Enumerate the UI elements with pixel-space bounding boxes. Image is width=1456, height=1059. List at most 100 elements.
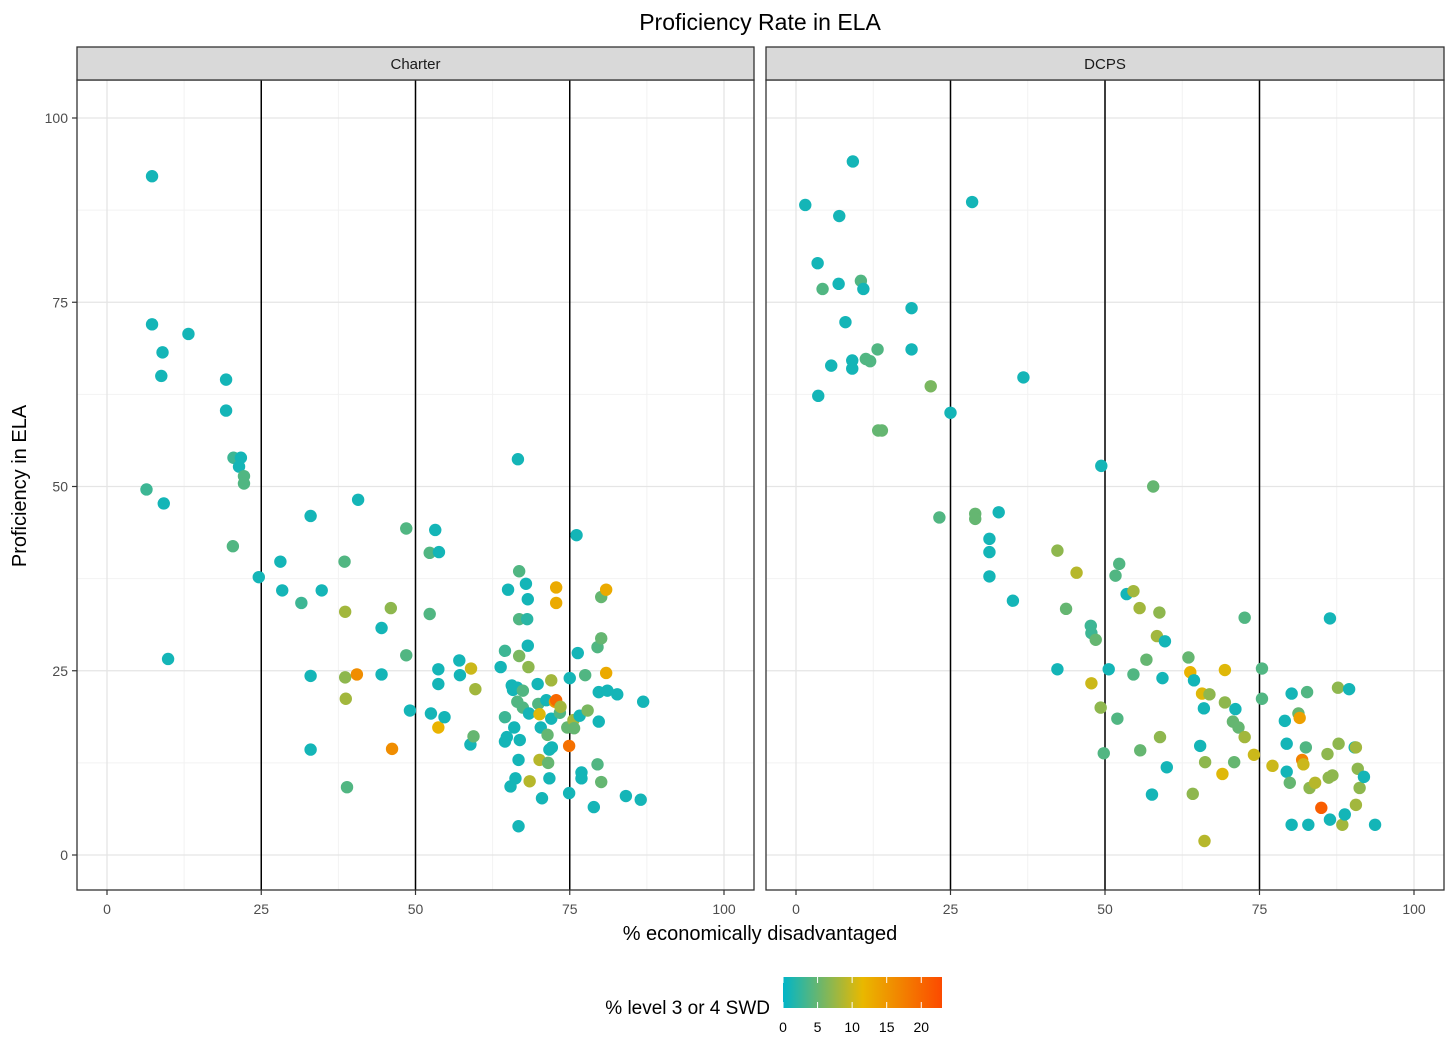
data-point: [983, 570, 996, 583]
data-point: [634, 793, 647, 806]
data-point: [825, 359, 838, 372]
data-point: [182, 327, 195, 341]
data-point: [252, 570, 265, 584]
data-point: [601, 684, 614, 697]
data-point: [1331, 681, 1345, 694]
data-point: [591, 758, 604, 771]
data-point: [1134, 744, 1147, 757]
data-point: [799, 198, 812, 212]
data-point: [498, 710, 512, 724]
x-tick-label: 0: [103, 901, 111, 917]
data-point: [432, 721, 445, 734]
data-point: [1349, 741, 1363, 754]
data-point: [1193, 739, 1207, 753]
data-point: [1085, 677, 1098, 690]
data-point: [1186, 787, 1199, 801]
data-point: [1229, 702, 1242, 716]
data-point: [403, 704, 417, 717]
data-point: [636, 695, 650, 708]
data-point: [295, 596, 308, 610]
data-point: [1147, 480, 1160, 493]
data-point: [1216, 767, 1229, 781]
data-point: [563, 671, 576, 685]
data-point: [375, 621, 388, 635]
data-point: [501, 583, 515, 596]
data-point: [1051, 544, 1064, 557]
data-point: [1283, 776, 1296, 789]
data-point: [375, 668, 388, 681]
panel-charter: Charter 0 25 50 75 100 0 25 50 75 100: [45, 46, 755, 917]
data-point: [581, 704, 594, 717]
data-point: [1153, 730, 1167, 744]
data-point: [385, 742, 399, 756]
facet-strip: [76, 46, 755, 81]
data-point: [522, 660, 535, 674]
data-point: [578, 668, 592, 682]
data-point: [145, 170, 159, 183]
data-point: [1285, 687, 1298, 700]
y-axis-title: Proficiency in ELA: [9, 404, 31, 567]
data-point: [1255, 692, 1269, 705]
data-point: [1357, 770, 1371, 784]
data-point: [423, 607, 436, 621]
y-tick-label: 75: [52, 294, 68, 310]
data-point: [1280, 765, 1293, 778]
data-point: [1113, 557, 1126, 571]
data-point: [1158, 635, 1172, 648]
data-point: [1323, 813, 1337, 826]
data-point: [1133, 601, 1146, 615]
data-point: [545, 712, 558, 725]
data-point: [567, 722, 581, 735]
data-point: [1266, 759, 1279, 773]
data-point: [509, 772, 522, 785]
data-point: [304, 509, 317, 523]
data-point: [512, 753, 525, 767]
data-point: [1070, 566, 1083, 579]
data-point: [833, 209, 846, 223]
data-point: [1227, 755, 1241, 769]
data-point: [1218, 663, 1232, 677]
data-point: [145, 318, 159, 331]
data-point: [516, 684, 530, 697]
data-point: [351, 493, 365, 506]
legend-tick-label: 15: [879, 1019, 895, 1035]
data-point: [494, 660, 507, 674]
data-point: [350, 668, 364, 681]
data-point: [924, 380, 937, 393]
data-point: [549, 596, 563, 610]
data-point: [816, 282, 829, 296]
legend-title: % level 3 or 4 SWD: [605, 998, 770, 1019]
data-point: [1232, 721, 1245, 734]
data-point: [562, 786, 576, 800]
facet-strip: [765, 46, 1445, 81]
data-point: [1321, 747, 1334, 761]
data-point: [1278, 714, 1292, 728]
data-point: [522, 707, 536, 720]
data-point: [1156, 671, 1169, 685]
data-point: [571, 646, 584, 660]
data-point: [423, 546, 436, 560]
data-point: [554, 700, 567, 714]
data-point: [1368, 818, 1382, 831]
data-point: [1338, 808, 1351, 821]
data-point: [1297, 758, 1310, 771]
data-point: [587, 800, 601, 814]
x-tick-label: 100: [1402, 901, 1426, 917]
chart-title: Proficiency Rate in ELA: [639, 9, 881, 35]
data-point: [219, 373, 233, 386]
data-point: [1140, 653, 1153, 666]
data-point: [811, 256, 824, 270]
y-tick-label: 0: [60, 847, 68, 863]
data-point: [1308, 776, 1322, 789]
data-point: [832, 277, 845, 291]
data-point: [1102, 663, 1115, 676]
data-point: [545, 741, 559, 754]
data-point: [384, 601, 398, 615]
data-point: [432, 663, 445, 676]
data-point: [599, 666, 613, 680]
data-point: [1349, 798, 1363, 812]
data-point: [839, 315, 852, 329]
data-point: [438, 710, 451, 724]
data-point: [1006, 594, 1020, 607]
